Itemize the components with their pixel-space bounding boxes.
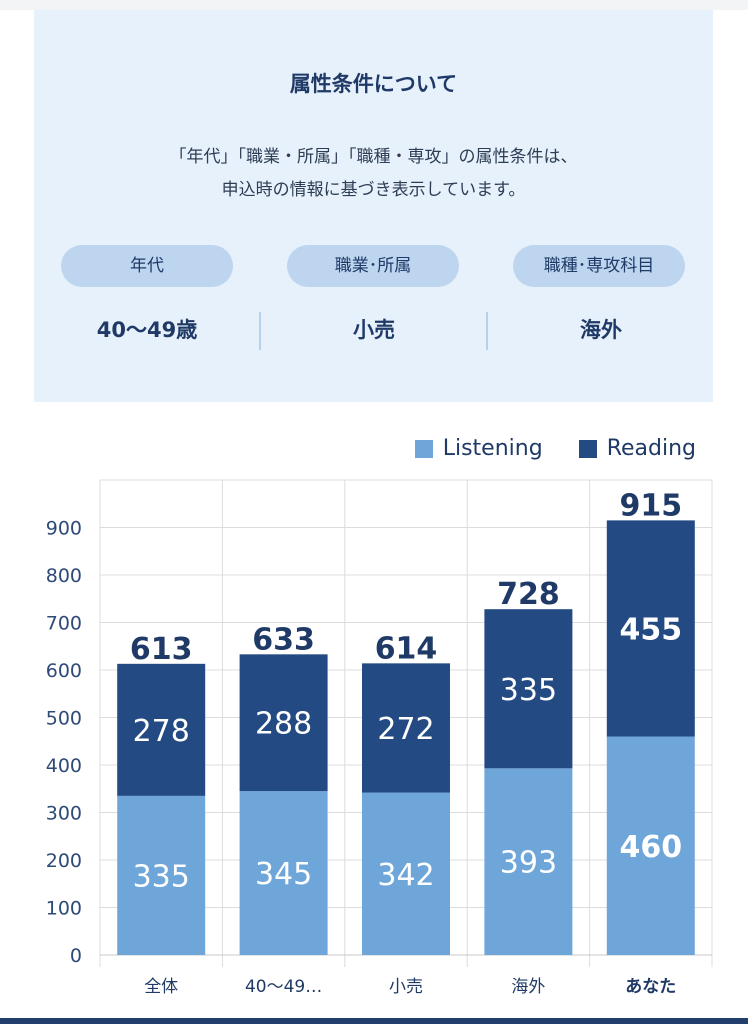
attribute-value-age: 40〜49歳 — [96, 318, 198, 342]
top-strip — [0, 0, 748, 10]
data-label-reading: 278 — [133, 714, 190, 749]
legend-item-listening: Listening — [414, 436, 543, 461]
data-label-reading: 455 — [619, 612, 682, 647]
bar-reading — [606, 520, 695, 737]
y-tick-label: 500 — [46, 708, 82, 730]
data-label-listening: 393 — [500, 846, 557, 881]
attribute-value-occupation: 小売 — [353, 318, 395, 342]
data-label-listening: 335 — [133, 859, 190, 894]
bar-listening — [362, 792, 450, 955]
x-tick-label: 全体 — [144, 977, 178, 997]
legend-swatch-reading — [578, 439, 597, 458]
x-tick-label: 海外 — [511, 977, 545, 997]
info-description: 「年代」「職業・所属」「職種・専攻」の属性条件は、 申込時の情報に基づき表示して… — [34, 141, 713, 207]
data-label-total: 614 — [375, 631, 438, 666]
data-label-listening: 342 — [377, 858, 434, 893]
y-tick-label: 0 — [70, 945, 82, 967]
attribute-label-job-type: 職種･専攻科目 — [513, 245, 685, 287]
data-label-total: 633 — [252, 622, 315, 657]
attribute-label-age: 年代 — [61, 245, 233, 287]
y-tick-label: 300 — [46, 803, 82, 825]
attribute-label-occupation: 職業･所属 — [287, 245, 459, 287]
data-label-reading: 335 — [500, 673, 557, 708]
legend-label-reading: Reading — [606, 436, 696, 461]
bar-listening — [117, 795, 206, 955]
data-label-reading: 288 — [255, 707, 312, 742]
y-tick-label: 800 — [46, 565, 82, 587]
legend-swatch-listening — [414, 439, 433, 458]
legend-label-listening: Listening — [442, 436, 543, 461]
data-label-total: 915 — [619, 488, 682, 523]
bar-reading — [484, 609, 573, 769]
data-label-listening: 460 — [619, 830, 682, 865]
x-tick-label: あなた — [625, 977, 676, 997]
bar-reading — [362, 663, 450, 793]
x-tick-label: 小売 — [389, 977, 423, 997]
bar-reading — [117, 663, 206, 796]
stacked-bar-chart: 0 100 200 300 400 500 600 700 800 900 335 278 613 全体 3… — [46, 479, 713, 997]
bar-listening — [239, 791, 328, 955]
x-tick-label: 40〜49… — [245, 977, 322, 997]
data-label-listening: 345 — [255, 857, 312, 892]
legend-item-reading: Reading — [578, 436, 696, 461]
attribute-divider — [486, 312, 488, 350]
y-tick-label: 200 — [46, 850, 82, 872]
y-tick-label: 700 — [46, 613, 82, 635]
info-description-line: 「年代」「職業・所属」「職種・専攻」の属性条件は、 — [169, 147, 578, 167]
info-title: 属性条件について — [289, 72, 458, 96]
info-description-line: 申込時の情報に基づき表示しています。 — [221, 180, 526, 200]
chart-legend: Listening Reading — [379, 436, 696, 461]
data-label-total: 728 — [497, 577, 560, 612]
attribute-info-panel: 属性条件について 「年代」「職業・所属」「職種・専攻」の属性条件は、 申込時の情… — [34, 10, 713, 402]
y-tick-label: 600 — [46, 660, 82, 682]
bar-reading — [239, 654, 328, 792]
y-tick-label: 400 — [46, 755, 82, 777]
bar-listening — [606, 736, 695, 955]
data-label-reading: 272 — [377, 712, 434, 747]
bottom-bar — [0, 1018, 748, 1024]
data-label-total: 613 — [130, 632, 193, 667]
attribute-divider — [259, 312, 261, 350]
y-tick-label: 100 — [46, 898, 82, 920]
attribute-value-job-type: 海外 — [580, 318, 622, 342]
bar-listening — [484, 768, 573, 955]
y-tick-label: 900 — [46, 518, 82, 540]
